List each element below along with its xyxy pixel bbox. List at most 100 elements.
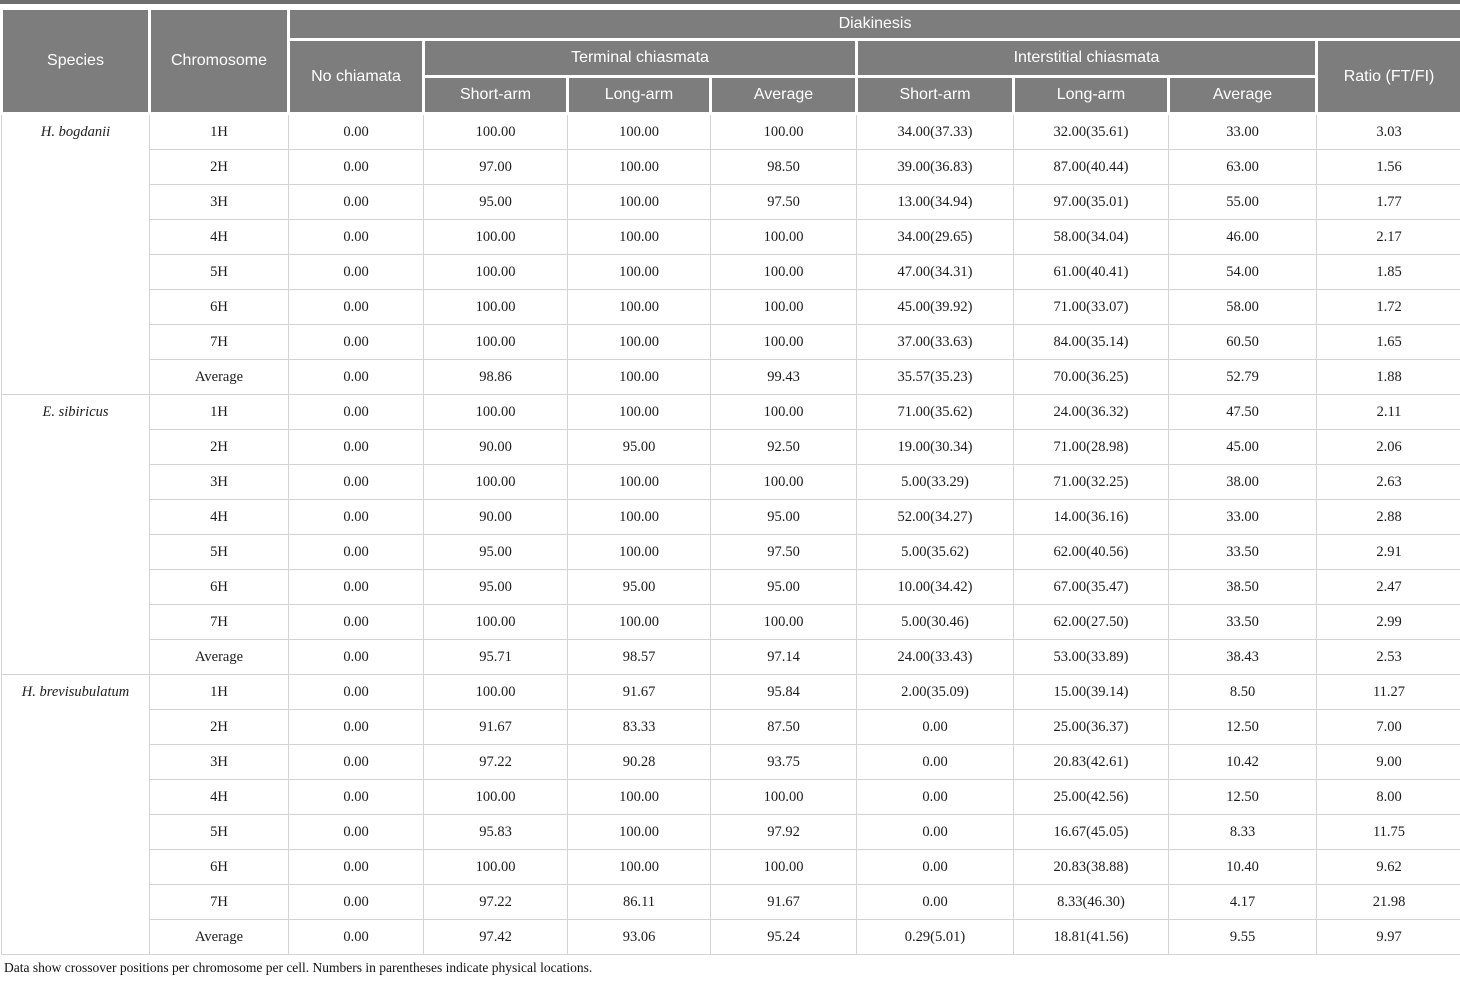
cell-i-short: 45.00(39.92) — [856, 289, 1014, 325]
cell-i-avg: 52.79 — [1168, 359, 1317, 395]
cell-i-short: 5.00(35.62) — [856, 534, 1014, 570]
table-row: 4H 0.00 100.00 100.00 100.00 34.00(29.65) 58.0… — [2, 219, 1460, 255]
cell-chromosome: 6H — [149, 289, 289, 325]
cell-t-short: 100.00 — [423, 394, 568, 430]
cell-ratio: 2.06 — [1315, 429, 1460, 465]
cell-i-short: 13.00(34.94) — [856, 184, 1014, 220]
species-name: H. brevisubulatum — [1, 674, 150, 955]
cell-no-chiasmata: 0.00 — [288, 184, 424, 220]
cell-ratio: 2.53 — [1315, 639, 1460, 675]
cell-chromosome: 1H — [149, 674, 289, 710]
cell-t-short: 100.00 — [423, 849, 568, 885]
cell-ratio: 1.65 — [1315, 324, 1460, 360]
table-row: E. sibiricus 1H 0.00 100.00 100.00 100.00 71.0… — [1, 394, 1460, 675]
col-header-terminal-long-arm: Long-arm — [566, 75, 712, 115]
cell-chromosome: 5H — [149, 534, 289, 570]
cell-chromosome: 2H — [149, 709, 289, 745]
cell-i-long: 53.00(33.89) — [1013, 639, 1169, 675]
cell-ratio: 1.72 — [1315, 289, 1460, 325]
cell-t-long: 86.11 — [567, 884, 711, 920]
col-header-diakinesis: Diakinesis — [286, 7, 1460, 41]
cell-i-long: 61.00(40.41) — [1013, 254, 1169, 290]
cell-t-avg: 95.00 — [710, 569, 857, 605]
cell-i-avg: 38.43 — [1168, 639, 1317, 675]
cell-i-short: 0.00 — [856, 709, 1014, 745]
cell-i-avg: 10.42 — [1168, 744, 1317, 780]
col-header-terminal-chiasmata: Terminal chiasmata — [422, 38, 858, 78]
cell-chromosome: 4H — [149, 779, 289, 815]
cell-ratio: 11.75 — [1315, 814, 1460, 850]
header-row-3: Short-arm Long-arm Average Short-arm Lon… — [2, 75, 1460, 115]
cell-t-short: 95.00 — [423, 534, 568, 570]
col-header-chromosome: Chromosome — [148, 7, 290, 115]
cell-no-chiasmata: 0.00 — [288, 219, 424, 255]
cell-t-long: 100.00 — [567, 219, 711, 255]
cell-i-avg: 12.50 — [1168, 779, 1317, 815]
cell-t-avg: 97.50 — [710, 534, 857, 570]
cell-t-avg: 100.00 — [710, 779, 857, 815]
cell-chromosome: 3H — [149, 464, 289, 500]
cell-no-chiasmata: 0.00 — [288, 429, 424, 465]
cell-i-long: 71.00(33.07) — [1013, 289, 1169, 325]
cell-no-chiasmata: 0.00 — [288, 674, 424, 710]
header-row-2: No chiamata Terminal chiasmata Interstit… — [2, 38, 1460, 115]
cell-i-long: 87.00(40.44) — [1013, 149, 1169, 185]
cell-no-chiasmata: 0.00 — [288, 919, 424, 955]
cell-t-avg: 92.50 — [710, 429, 857, 465]
cell-i-long: 71.00(28.98) — [1013, 429, 1169, 465]
cell-no-chiasmata: 0.00 — [288, 499, 424, 535]
cell-i-long: 32.00(35.61) — [1013, 113, 1169, 150]
cell-no-chiasmata: 0.00 — [288, 779, 424, 815]
table-row: Average 0.00 97.42 93.06 95.24 0.29(5.01) 18.8… — [2, 919, 1460, 955]
cell-t-short: 100.00 — [423, 604, 568, 640]
cell-i-avg: 33.00 — [1168, 499, 1317, 535]
cell-t-long: 100.00 — [567, 464, 711, 500]
cell-i-short: 34.00(29.65) — [856, 219, 1014, 255]
cell-i-short: 2.00(35.09) — [856, 674, 1014, 710]
cell-t-long: 93.06 — [567, 919, 711, 955]
table-row: 7H 0.00 100.00 100.00 100.00 37.00(33.63) 84.0… — [2, 324, 1460, 360]
cell-t-avg: 91.67 — [710, 884, 857, 920]
cell-no-chiasmata: 0.00 — [288, 744, 424, 780]
cell-t-long: 95.00 — [567, 429, 711, 465]
table-row: 3H 0.00 95.00 100.00 97.50 13.00(34.94) 97.00(… — [2, 184, 1460, 220]
cell-t-short: 97.42 — [423, 919, 568, 955]
cell-i-short: 0.00 — [856, 814, 1014, 850]
cell-t-long: 100.00 — [567, 779, 711, 815]
table-row: 5H 0.00 100.00 100.00 100.00 47.00(34.31) 61.0… — [2, 254, 1460, 290]
cell-ratio: 2.99 — [1315, 604, 1460, 640]
cell-t-short: 95.83 — [423, 814, 568, 850]
cell-t-long: 91.67 — [567, 674, 711, 710]
cell-ratio: 7.00 — [1315, 709, 1460, 745]
cell-t-short: 100.00 — [423, 464, 568, 500]
col-header-terminal-short-arm: Short-arm — [422, 75, 569, 115]
cell-ratio: 3.03 — [1315, 113, 1460, 150]
table-footnote: Data show crossover positions per chromo… — [4, 960, 593, 975]
cell-i-avg: 10.40 — [1168, 849, 1317, 885]
cell-i-short: 34.00(37.33) — [856, 113, 1014, 150]
cell-t-short: 100.00 — [423, 254, 568, 290]
cell-i-short: 0.00 — [856, 884, 1014, 920]
cell-t-avg: 100.00 — [710, 254, 857, 290]
cell-no-chiasmata: 0.00 — [288, 254, 424, 290]
cell-i-avg: 45.00 — [1168, 429, 1317, 465]
cell-ratio: 2.17 — [1315, 219, 1460, 255]
cell-no-chiasmata: 0.00 — [288, 324, 424, 360]
cell-i-short: 35.57(35.23) — [856, 359, 1014, 395]
cell-chromosome: 3H — [149, 184, 289, 220]
cell-t-long: 95.00 — [567, 569, 711, 605]
cell-t-long: 98.57 — [567, 639, 711, 675]
cell-t-short: 100.00 — [423, 219, 568, 255]
cell-t-long: 100.00 — [567, 534, 711, 570]
cell-t-long: 90.28 — [567, 744, 711, 780]
table-row: 3H 0.00 97.22 90.28 93.75 0.00 20.83(42.61) 10.… — [2, 744, 1460, 780]
table-row: H. bogdanii 1H 0.00 100.00 100.00 100.00 34.00… — [1, 113, 1460, 395]
cell-chromosome: 5H — [149, 814, 289, 850]
table-body: H. bogdanii 1H 0.00 100.00 100.00 100.00 34.00… — [1, 113, 1460, 955]
cell-t-short: 95.00 — [423, 184, 568, 220]
table-row: 6H 0.00 100.00 100.00 100.00 45.00(39.92) 71.0… — [2, 289, 1460, 325]
cell-t-short: 100.00 — [423, 674, 568, 710]
cell-t-long: 100.00 — [567, 359, 711, 395]
cell-ratio: 1.88 — [1315, 359, 1460, 395]
